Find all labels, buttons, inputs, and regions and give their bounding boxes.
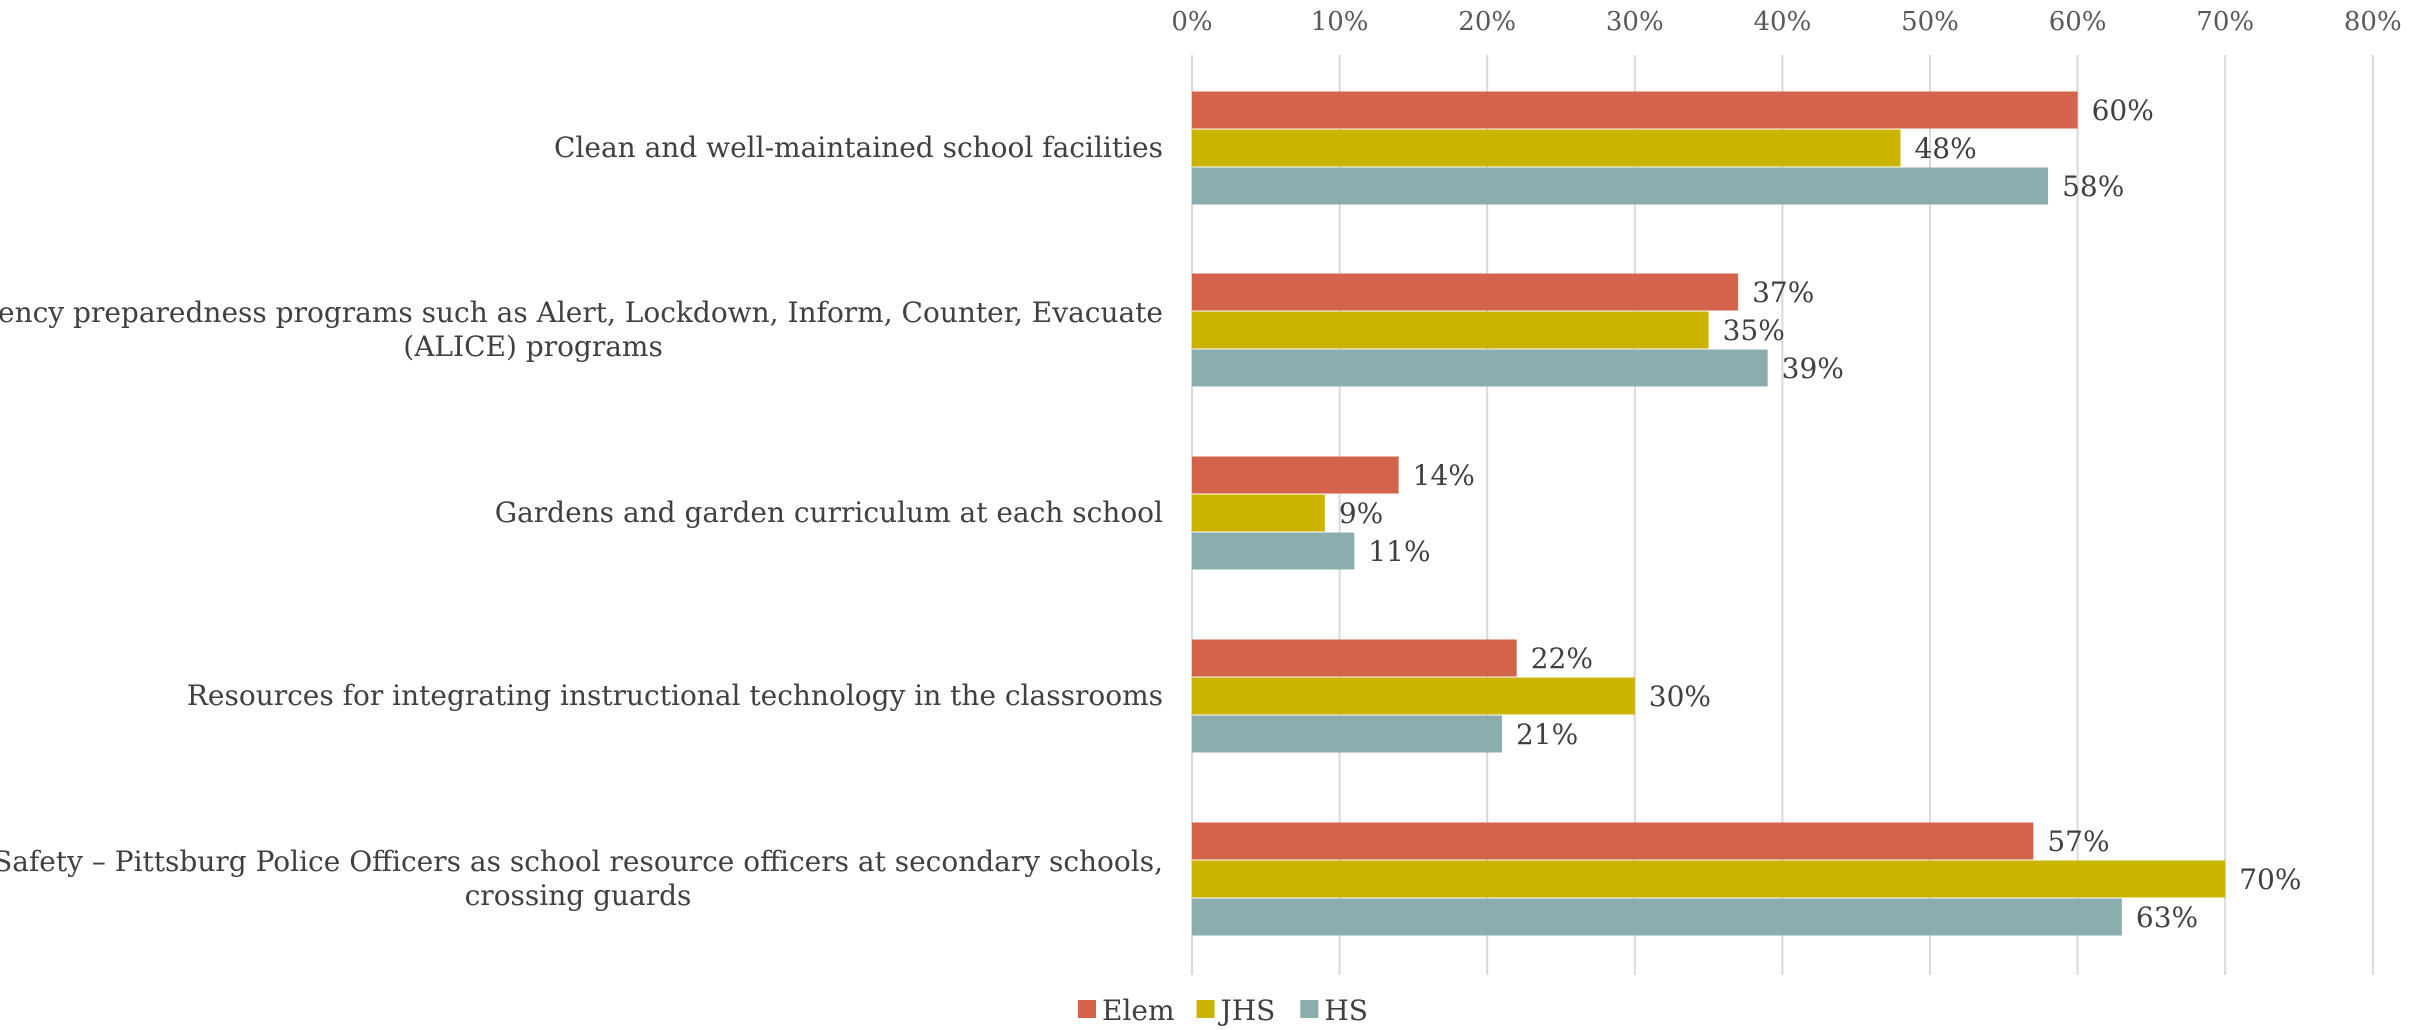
x-tick-label: 30% xyxy=(1606,7,1664,37)
bar-elem xyxy=(1192,456,1399,494)
category-label: Safety – Pittsburg Police Officers as sc… xyxy=(0,845,1163,878)
legend: Elem JHS HS xyxy=(1078,994,1368,1027)
category-label: (ALICE) programs xyxy=(403,330,663,363)
bar-jhs xyxy=(1192,860,2226,898)
bar-jhs xyxy=(1192,311,1709,349)
x-tick-label: 0% xyxy=(1171,7,1212,37)
category-label: crossing guards xyxy=(465,879,692,912)
bar-jhs xyxy=(1192,677,1635,715)
gridlines xyxy=(1191,55,2374,975)
category-label: Gardens and garden curriculum at each sc… xyxy=(495,496,1163,529)
data-label: 37% xyxy=(1752,276,1814,309)
x-tick-label: 40% xyxy=(1754,7,1812,37)
legend-swatch-jhs xyxy=(1196,1000,1215,1018)
x-tick-label: 20% xyxy=(1458,7,1516,37)
legend-swatch-hs xyxy=(1300,1000,1319,1018)
legend-label: HS xyxy=(1324,994,1368,1027)
data-label: 63% xyxy=(2136,901,2198,934)
category-label: Clean and well-maintained school facilit… xyxy=(554,131,1163,164)
legend-label: JHS xyxy=(1218,994,1276,1027)
data-label: 70% xyxy=(2239,863,2301,896)
x-tick-label: 50% xyxy=(1901,7,1959,37)
bar-hs xyxy=(1192,167,2049,205)
data-label: 22% xyxy=(1531,642,1593,675)
data-label: 58% xyxy=(2062,170,2124,203)
data-label: 9% xyxy=(1339,497,1383,530)
data-label: 14% xyxy=(1413,459,1475,492)
data-label: 48% xyxy=(1914,132,1976,165)
x-axis-tick-labels: 0% 10% 20% 30% 40% 50% 60% 70% 80% xyxy=(1171,7,2401,37)
bar-hs xyxy=(1192,898,2122,936)
data-label: 35% xyxy=(1723,314,1785,347)
category-labels: Clean and well-maintained school facilit… xyxy=(0,131,1163,912)
legend-label: Elem xyxy=(1102,994,1175,1027)
data-label: 30% xyxy=(1649,680,1711,713)
category-label: Emergency preparedness programs such as … xyxy=(0,296,1163,329)
bar-hs xyxy=(1192,532,1355,570)
legend-swatch-elem xyxy=(1078,1000,1096,1018)
bars xyxy=(1192,91,2226,936)
x-tick-label: 70% xyxy=(2196,7,2254,37)
data-label: 21% xyxy=(1516,718,1578,751)
bar-elem xyxy=(1192,639,1517,677)
data-labels: 60% 48% 58% 37% 35% 39% 14% 9% 11% 22% 30% 21% 57% 70… xyxy=(1339,94,2302,934)
x-tick-label: 60% xyxy=(2049,7,2107,37)
bar-elem xyxy=(1192,822,2034,860)
bar-jhs xyxy=(1192,129,1901,167)
data-label: 57% xyxy=(2047,825,2109,858)
data-label: 39% xyxy=(1782,352,1844,385)
bar-elem xyxy=(1192,91,2078,129)
x-tick-label: 80% xyxy=(2344,7,2402,37)
bar-hs xyxy=(1192,349,1768,387)
bar-hs xyxy=(1192,715,1502,753)
data-label: 11% xyxy=(1368,535,1430,568)
category-label: Resources for integrating instructional … xyxy=(187,679,1163,712)
x-tick-label: 10% xyxy=(1311,7,1369,37)
bar-jhs xyxy=(1192,494,1325,532)
data-label: 60% xyxy=(2092,94,2154,127)
bar-elem xyxy=(1192,273,1739,311)
